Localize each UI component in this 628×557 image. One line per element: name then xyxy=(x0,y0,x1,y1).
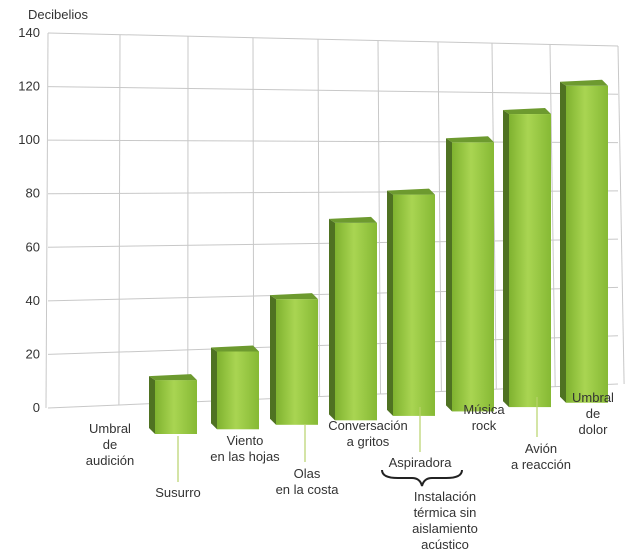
y-axis-label: Decibelios xyxy=(28,7,88,22)
bar-side xyxy=(211,347,217,430)
bar-front xyxy=(217,351,259,430)
category-label: Umbral de dolor xyxy=(572,390,614,437)
bar-front xyxy=(335,222,377,421)
bar-side xyxy=(270,295,276,425)
annotation: Instalación térmica sin aislamiento acústic… xyxy=(381,469,478,552)
gridline-140 xyxy=(47,32,619,47)
category-label: Olas en la costa xyxy=(276,466,340,497)
bar-side xyxy=(387,190,393,416)
bar-front xyxy=(509,114,551,408)
category-label: Conversación a gritos xyxy=(328,418,408,449)
category-label: Aspiradora xyxy=(389,455,453,470)
y-axis-ticks: 0 20 40 60 80 100 120 140 xyxy=(18,25,40,415)
bar-top xyxy=(503,108,551,115)
gridline-vertical xyxy=(491,43,497,390)
y-tick-label: 0 xyxy=(33,400,40,415)
category-label: Música rock xyxy=(463,402,505,433)
bar-side xyxy=(560,81,566,403)
y-tick-label: 140 xyxy=(18,25,40,40)
y-tick-label: 80 xyxy=(26,186,40,201)
bar-front xyxy=(276,299,318,425)
label-leaders xyxy=(177,397,538,482)
bar-top xyxy=(560,79,608,86)
annotation-brace xyxy=(381,469,463,487)
y-tick-label: 120 xyxy=(18,79,40,94)
bar xyxy=(211,345,259,430)
bar xyxy=(270,293,318,425)
bar xyxy=(149,374,197,434)
y-tick-label: 60 xyxy=(26,239,40,254)
gridline-vertical xyxy=(377,40,381,395)
bar-side xyxy=(329,218,335,421)
bar-front xyxy=(155,380,197,434)
bar-side xyxy=(503,110,509,408)
gridline-vertical xyxy=(437,41,442,392)
y-tick-label: 40 xyxy=(26,293,40,308)
gridline-vertical xyxy=(317,39,321,397)
gridline-120 xyxy=(47,86,619,95)
bar-front xyxy=(393,194,435,416)
bar-side xyxy=(446,138,452,412)
bar-top xyxy=(329,216,377,223)
gridline-vertical xyxy=(252,37,255,400)
annotation-text: Instalación térmica sin aislamiento acústic… xyxy=(412,489,478,552)
bar xyxy=(560,79,608,403)
bar xyxy=(329,216,377,421)
y-tick-label: 20 xyxy=(26,346,40,361)
bar-top xyxy=(149,374,197,381)
grid xyxy=(45,32,625,409)
category-label: Umbral de audición xyxy=(86,421,134,468)
category-labels: Umbral de audición Susurro Viento en las hoja… xyxy=(86,390,614,500)
bar-top xyxy=(446,136,494,143)
y-tick-label: 100 xyxy=(18,132,40,147)
bar-top xyxy=(270,293,318,300)
bar-side xyxy=(149,376,155,434)
gridline-vertical xyxy=(118,34,121,405)
bar-top xyxy=(211,345,259,352)
bar-top xyxy=(387,188,435,195)
category-label: Susurro xyxy=(155,485,201,500)
gridline-vertical xyxy=(617,45,625,385)
gridline-vertical xyxy=(45,32,49,409)
bar xyxy=(503,108,551,408)
bars xyxy=(149,79,608,434)
gridline-vertical xyxy=(549,44,556,387)
bar xyxy=(387,188,435,416)
bar xyxy=(446,136,494,412)
category-label: Viento en las hojas xyxy=(210,433,280,464)
bar-front xyxy=(566,85,608,403)
bar-front xyxy=(452,142,494,412)
category-label: Avión a reacción xyxy=(511,441,571,472)
